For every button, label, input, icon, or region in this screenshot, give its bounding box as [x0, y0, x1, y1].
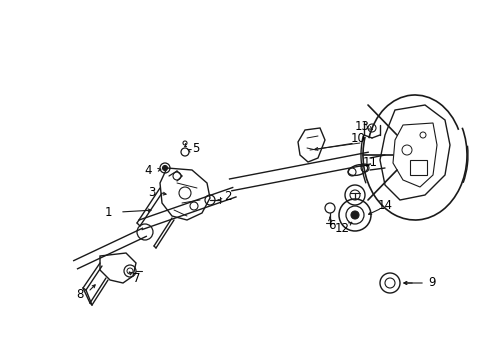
- Text: 13: 13: [354, 120, 368, 132]
- Text: 12: 12: [334, 221, 349, 234]
- Text: 3: 3: [148, 185, 155, 198]
- Circle shape: [162, 166, 167, 171]
- Text: 14: 14: [377, 198, 392, 212]
- Text: 6: 6: [327, 219, 335, 231]
- Text: 1: 1: [104, 206, 112, 219]
- Text: 8: 8: [76, 288, 83, 302]
- Circle shape: [350, 211, 358, 219]
- Text: 7: 7: [133, 271, 141, 284]
- Text: 10: 10: [350, 131, 365, 144]
- Text: 4: 4: [144, 163, 151, 176]
- Text: 2: 2: [224, 189, 231, 202]
- Text: 5: 5: [192, 141, 199, 154]
- Text: 11: 11: [362, 156, 377, 168]
- Text: 9: 9: [427, 276, 435, 289]
